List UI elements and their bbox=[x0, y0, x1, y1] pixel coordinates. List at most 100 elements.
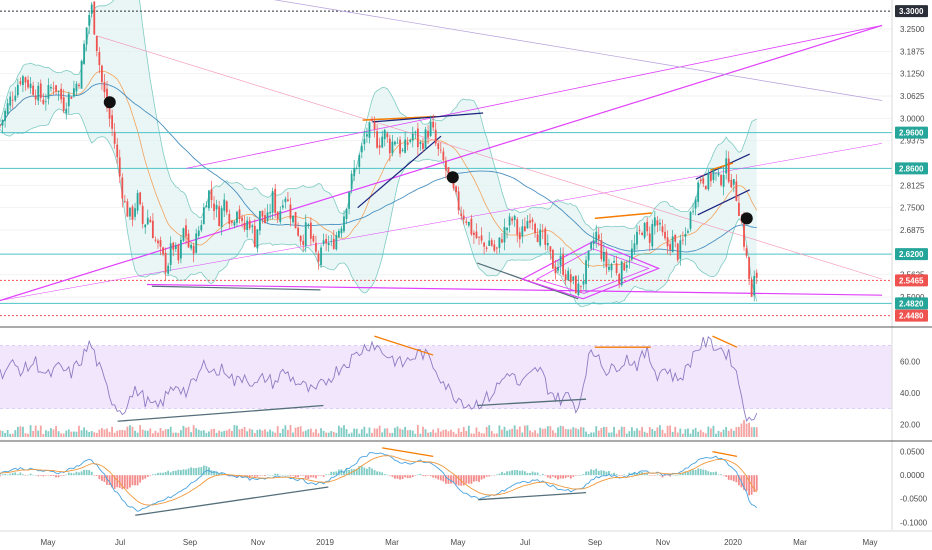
candle-body bbox=[276, 211, 279, 220]
candle-body bbox=[582, 281, 585, 285]
candle-body bbox=[248, 220, 251, 229]
macd-histogram-bar bbox=[755, 475, 758, 491]
macd-histogram-bar bbox=[195, 468, 198, 476]
volume-bar bbox=[80, 430, 83, 437]
candle-body bbox=[358, 154, 361, 167]
volume-bar bbox=[633, 430, 636, 437]
volume-bar bbox=[501, 429, 503, 437]
macd-histogram-bar bbox=[19, 472, 22, 476]
volume-bar bbox=[146, 430, 149, 437]
candle-body bbox=[177, 244, 180, 261]
volume-bar bbox=[121, 429, 124, 437]
volume-bar bbox=[597, 430, 600, 437]
macd-histogram-bar bbox=[22, 474, 24, 476]
candle-body bbox=[185, 225, 187, 237]
candle-body bbox=[648, 233, 651, 243]
volume-bar bbox=[57, 431, 60, 437]
candle-body bbox=[151, 220, 154, 239]
candle-body bbox=[332, 238, 335, 249]
volume-bar bbox=[358, 433, 361, 437]
volume-bar bbox=[141, 429, 144, 437]
volume-bar bbox=[608, 432, 610, 437]
candle-body bbox=[281, 205, 284, 208]
candle-body bbox=[218, 206, 221, 227]
time-tick-label: Mar bbox=[385, 538, 399, 547]
macd-histogram-bar bbox=[404, 475, 407, 478]
macd-histogram-bar bbox=[569, 475, 572, 479]
macd-histogram-bar bbox=[330, 471, 333, 476]
volume-bar bbox=[613, 426, 615, 437]
macd-y-axis: 0.0500 0.0000 -0.0500 -0.1000 bbox=[900, 448, 928, 528]
candle-body bbox=[452, 180, 455, 189]
volume-bar bbox=[465, 430, 468, 437]
volume-bar bbox=[345, 429, 348, 437]
candle-body bbox=[302, 240, 305, 245]
candle-body bbox=[95, 35, 98, 52]
candle-body bbox=[465, 221, 468, 223]
candle-body bbox=[625, 264, 628, 268]
volume-bar bbox=[376, 428, 379, 437]
candle-body bbox=[146, 217, 149, 225]
macd-histogram-bar bbox=[80, 471, 83, 476]
macd-histogram-bar bbox=[546, 475, 549, 478]
candle-body bbox=[355, 168, 358, 169]
candle-body bbox=[541, 230, 544, 232]
volume-bar bbox=[223, 430, 226, 437]
macd-histogram-bar bbox=[712, 472, 715, 476]
moving-average-long bbox=[0, 83, 757, 253]
price-tick-label: 3.0000 bbox=[900, 114, 925, 123]
volume-bar bbox=[322, 430, 325, 437]
volume-bar bbox=[396, 426, 399, 437]
volume-bar bbox=[577, 429, 580, 437]
macd-histogram-bar bbox=[215, 471, 218, 476]
volume-bar bbox=[363, 426, 366, 437]
macd-histogram-bar bbox=[180, 470, 182, 476]
volume-bar bbox=[523, 425, 526, 437]
macd-histogram-bar bbox=[274, 473, 277, 476]
volume-bar bbox=[343, 425, 345, 437]
macd-histogram-bar bbox=[445, 475, 447, 484]
macd-histogram-bar bbox=[108, 475, 111, 486]
volume-bar bbox=[185, 427, 187, 437]
macd-histogram-bar bbox=[60, 475, 63, 476]
volume-bar bbox=[378, 425, 381, 437]
macd-histogram-bar bbox=[358, 466, 361, 476]
candle-body bbox=[401, 149, 404, 151]
volume-bar bbox=[735, 427, 738, 437]
candle-body bbox=[236, 211, 238, 223]
macd-histogram-bar bbox=[753, 475, 756, 492]
volume-bar bbox=[478, 431, 480, 437]
macd-histogram-bar bbox=[434, 475, 437, 479]
volume-bar bbox=[447, 431, 450, 437]
volume-bar bbox=[65, 430, 68, 437]
macd-histogram-bar bbox=[501, 471, 503, 476]
macd-histogram-bar bbox=[376, 471, 379, 476]
volume-bar bbox=[704, 433, 707, 437]
candle-body bbox=[378, 145, 381, 148]
candle-body bbox=[429, 121, 432, 136]
candle-body bbox=[322, 240, 325, 245]
candle-body bbox=[661, 226, 664, 233]
macd-histogram-bar bbox=[590, 469, 593, 476]
candle-body bbox=[101, 65, 103, 83]
macd-histogram-bar bbox=[95, 475, 98, 476]
time-tick-label: Nov bbox=[251, 538, 265, 547]
candle-body bbox=[287, 199, 289, 201]
volume-bar bbox=[101, 428, 103, 437]
macd-histogram-bar bbox=[103, 475, 106, 482]
volume-bar bbox=[656, 427, 659, 437]
candle-body bbox=[516, 219, 519, 235]
candle-body bbox=[80, 60, 83, 89]
volume-bar bbox=[337, 425, 340, 437]
volume-bar bbox=[162, 430, 164, 437]
candle-body bbox=[182, 228, 185, 241]
macd-histogram-bar bbox=[123, 475, 126, 489]
price-level-badge bbox=[895, 274, 928, 287]
candle-body bbox=[552, 249, 554, 269]
volume-bar bbox=[315, 429, 317, 437]
macd-histogram-bar bbox=[689, 470, 692, 476]
macd-histogram-bar bbox=[373, 470, 376, 476]
macd-histogram-bar bbox=[307, 475, 310, 479]
volume-bar bbox=[6, 430, 9, 437]
candle-body bbox=[376, 131, 379, 148]
